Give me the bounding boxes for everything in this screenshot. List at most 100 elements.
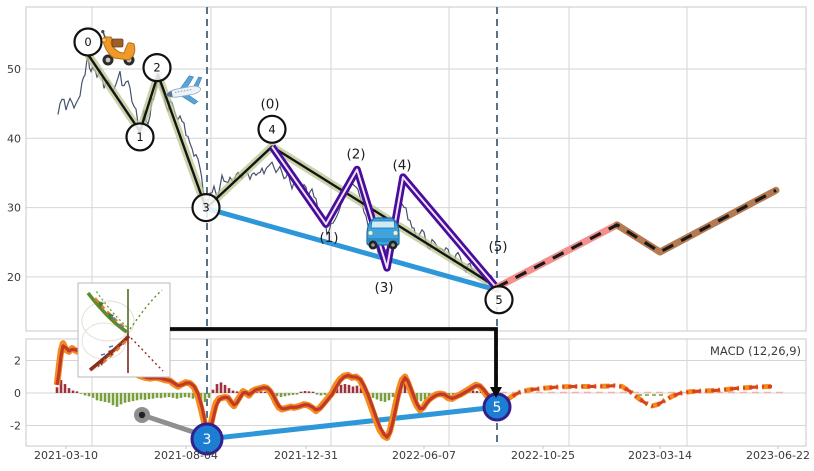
- macd-histogram-bar: [55, 387, 59, 393]
- macd-histogram-bar: [183, 393, 187, 398]
- macd-histogram-bar: [227, 388, 231, 393]
- macd-histogram-bar: [111, 393, 115, 406]
- elliott-wave-1-line: [87, 53, 498, 289]
- macd-histogram-bar: [419, 393, 423, 402]
- macd-histogram-bar: [387, 393, 391, 401]
- macd-histogram-bar: [71, 390, 75, 393]
- x-axis-tick-label: 2023-06-22: [746, 449, 810, 462]
- x-axis-tick-label: 2022-06-07: [392, 449, 456, 462]
- wave-marker-digit: 3: [202, 201, 209, 215]
- macd-histogram-bar: [143, 393, 147, 400]
- macd-histogram-bar: [135, 393, 139, 401]
- elliott-wave-2-core: [271, 146, 496, 287]
- macd-histogram-bar: [347, 384, 351, 393]
- x-axis-tick-label: 2022-10-25: [511, 449, 575, 462]
- macd-histogram-bar: [83, 393, 87, 396]
- macd-histogram-bar: [79, 393, 83, 394]
- macd-histogram-bar: [155, 393, 159, 398]
- forecast-dashed-overlay: [496, 188, 777, 289]
- y-axis-tick-label: -2: [10, 420, 21, 433]
- wave-degree-label: (4): [392, 157, 411, 173]
- macd-histogram-bar: [299, 391, 303, 393]
- wave-marker-circle: [125, 122, 155, 152]
- macd-node-circle: [190, 422, 224, 456]
- macd-histogram-bar: [131, 393, 135, 402]
- wave-marker-circle: [484, 285, 514, 315]
- x-axis-tick-label: 2023-03-14: [628, 449, 692, 462]
- macd-indicator-label: MACD (12,26,9): [710, 344, 801, 358]
- car-icon: [366, 217, 400, 250]
- macd-histogram-bar: [415, 393, 419, 401]
- macd-histogram-bar: [219, 382, 223, 393]
- forecast-brown-segment: [613, 186, 780, 256]
- wave-marker-digit: 1: [136, 130, 143, 144]
- macd-histogram-bar: [259, 391, 263, 393]
- price-trendline: [203, 205, 500, 293]
- macd-histogram-bar: [179, 393, 183, 398]
- macd-histogram-bar: [263, 391, 267, 393]
- macd-histogram-bar: [355, 385, 359, 393]
- macd-histogram-bar: [371, 393, 375, 398]
- price-panel-series: 0 1 2 3 4 5 (0) (1) (2) (3) (4) (5): [57, 27, 780, 315]
- macd-histogram-bar: [423, 393, 427, 400]
- macd-histogram-bar: [159, 393, 163, 399]
- macd-histogram-bar: [295, 393, 299, 395]
- macd-histogram-bar: [147, 393, 151, 400]
- macd-histogram-bar: [375, 393, 379, 400]
- wave-marker-circle: [142, 53, 172, 83]
- y-axis-tick-label: 2: [14, 355, 21, 368]
- macd-histogram-bar: [351, 386, 355, 393]
- macd-histogram-bar: [99, 393, 103, 402]
- macd-histogram-bar: [319, 393, 323, 396]
- y-axis-tick-label: 20: [7, 271, 21, 284]
- wave-degree-label: (0): [260, 96, 279, 112]
- x-axis-tick-label: 2021-08-04: [154, 449, 218, 462]
- wave-marker-digit: 4: [268, 122, 275, 136]
- macd-node-digit: 3: [203, 432, 212, 448]
- y-axis-tick-label: 30: [7, 202, 21, 215]
- macd-histogram-bar: [63, 384, 67, 393]
- x-axis-tick-label: 2021-12-31: [274, 449, 338, 462]
- macd-histogram-bar: [451, 393, 455, 396]
- macd-histogram-bar: [215, 384, 219, 393]
- wave-marker-circle: [191, 193, 221, 223]
- scooter-icon: [101, 30, 136, 66]
- y-axis-tick-label: 50: [7, 63, 21, 76]
- wave-marker-digit: 0: [84, 35, 91, 49]
- macd-histogram-bar: [311, 391, 315, 393]
- macd-histogram-bar: [383, 393, 387, 402]
- macd-histogram-bar: [91, 393, 95, 398]
- macd-histogram-bar: [447, 393, 451, 396]
- inset-connector-arrowhead: [490, 387, 502, 398]
- wave-marker-digit: 2: [153, 61, 160, 75]
- inset-miniature-plot: [77, 282, 171, 378]
- macd-histogram-bar: [403, 376, 407, 393]
- wave-degree-label: (1): [319, 230, 338, 246]
- macd-histogram-bar: [207, 393, 211, 398]
- macd-histogram-bar: [75, 391, 79, 393]
- wave-marker-circle: [73, 27, 103, 57]
- macd-histogram-bar: [95, 393, 99, 401]
- x-axis-tick-label: 2021-03-10: [34, 449, 98, 462]
- macd-histogram-bar: [283, 393, 287, 397]
- macd-histogram-bar: [291, 393, 295, 395]
- macd-histogram-bar: [223, 384, 227, 393]
- macd-histogram-bar: [323, 393, 327, 395]
- macd-histogram-bar: [359, 388, 363, 393]
- macd-histogram-bar: [391, 393, 395, 398]
- macd-histogram-bar: [307, 391, 311, 393]
- macd-histogram-bar: [279, 393, 283, 398]
- macd-histogram-bar: [211, 389, 215, 393]
- macd-histogram-bar: [315, 393, 319, 395]
- gray-annotation-dot-core: [138, 411, 146, 419]
- wave-degree-label: (2): [346, 146, 365, 162]
- macd-histogram-bar: [471, 390, 475, 393]
- macd-node-digit: 5: [493, 400, 502, 416]
- macd-forecast-dashdot: [496, 384, 773, 409]
- macd-histogram-bar: [379, 393, 383, 402]
- annotations: [170, 327, 502, 398]
- macd-histogram-bar: [123, 393, 127, 403]
- macd-histogram-bar: [231, 390, 235, 393]
- y-axis-tick-label: 40: [7, 132, 21, 145]
